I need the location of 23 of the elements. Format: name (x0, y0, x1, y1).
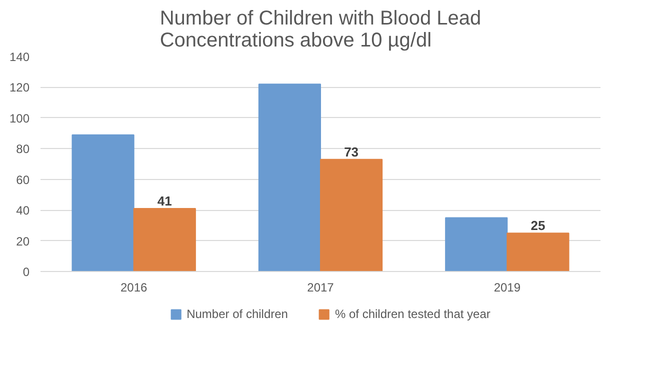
chart-title: Number of Children with Blood Lead Concentrations above 10 µg/dl (160, 8, 482, 52)
legend-label: % of children tested that year (334, 307, 490, 321)
data-label: 73 (344, 144, 359, 160)
y-tick-label: 120 (9, 80, 30, 95)
bar (133, 208, 196, 272)
legend-label: Number of children (186, 307, 288, 321)
x-tick-label: 2019 (494, 280, 521, 294)
data-label: 25 (530, 218, 546, 234)
y-tick-label: 40 (16, 204, 30, 218)
bar (258, 84, 321, 272)
x-tick-label: 2017 (307, 280, 334, 294)
bar (445, 217, 508, 272)
y-tick-label: 140 (9, 50, 30, 64)
data-label: 41 (157, 194, 172, 209)
y-tick-label: 0 (22, 265, 30, 279)
y-tick-label: 80 (16, 142, 30, 156)
y-tick-label: 100 (9, 111, 30, 126)
y-tick-label: 60 (16, 172, 30, 187)
bar (320, 158, 383, 272)
y-tick-label: 20 (16, 234, 30, 248)
x-tick-label: 2016 (120, 280, 148, 294)
bar (72, 134, 134, 272)
bar (506, 232, 570, 272)
